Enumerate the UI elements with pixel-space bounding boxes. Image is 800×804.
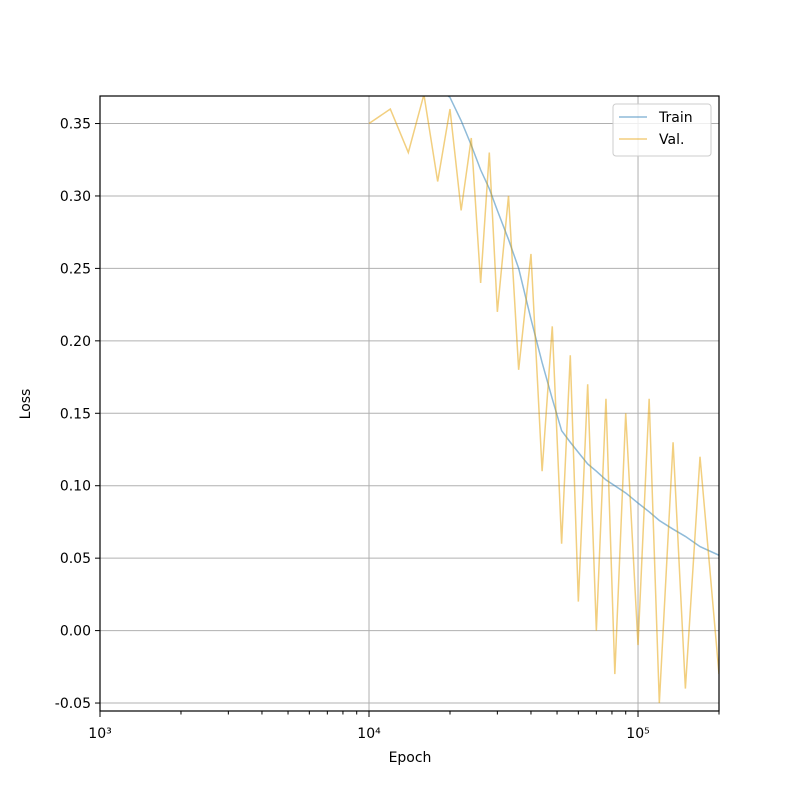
y-axis-label: Loss xyxy=(18,389,34,420)
y-tick-label: 0.30 xyxy=(60,189,91,205)
y-tick-label: -0.05 xyxy=(55,696,91,712)
y-tick-label: 0.15 xyxy=(60,406,91,422)
y-tick-label: 0.20 xyxy=(60,334,91,350)
x-tick-label: 10³ xyxy=(88,726,111,742)
legend: Train Val. xyxy=(612,103,712,157)
y-tick-label: 0.25 xyxy=(60,261,91,277)
y-tick-label: 0.35 xyxy=(60,117,91,133)
plot-area xyxy=(368,96,719,704)
y-tick-label: 0.00 xyxy=(60,624,91,640)
series-line xyxy=(447,96,719,556)
series-line xyxy=(368,96,719,704)
x-tick-label: 10⁴ xyxy=(357,726,381,742)
y-tick-label: 0.10 xyxy=(60,479,91,495)
axes-frame xyxy=(99,95,720,712)
x-axis-label: Epoch xyxy=(389,750,432,766)
y-tick-label: 0.05 xyxy=(60,551,91,567)
grid xyxy=(99,96,719,711)
ticks: -0.05 0.00 0.05 0.10 0.15 0.20 0.25 0.30 0.35 10³… xyxy=(55,117,720,742)
legend-label: Train xyxy=(658,110,693,126)
legend-label: Val. xyxy=(659,132,684,148)
x-tick-label: 10⁵ xyxy=(626,726,649,742)
